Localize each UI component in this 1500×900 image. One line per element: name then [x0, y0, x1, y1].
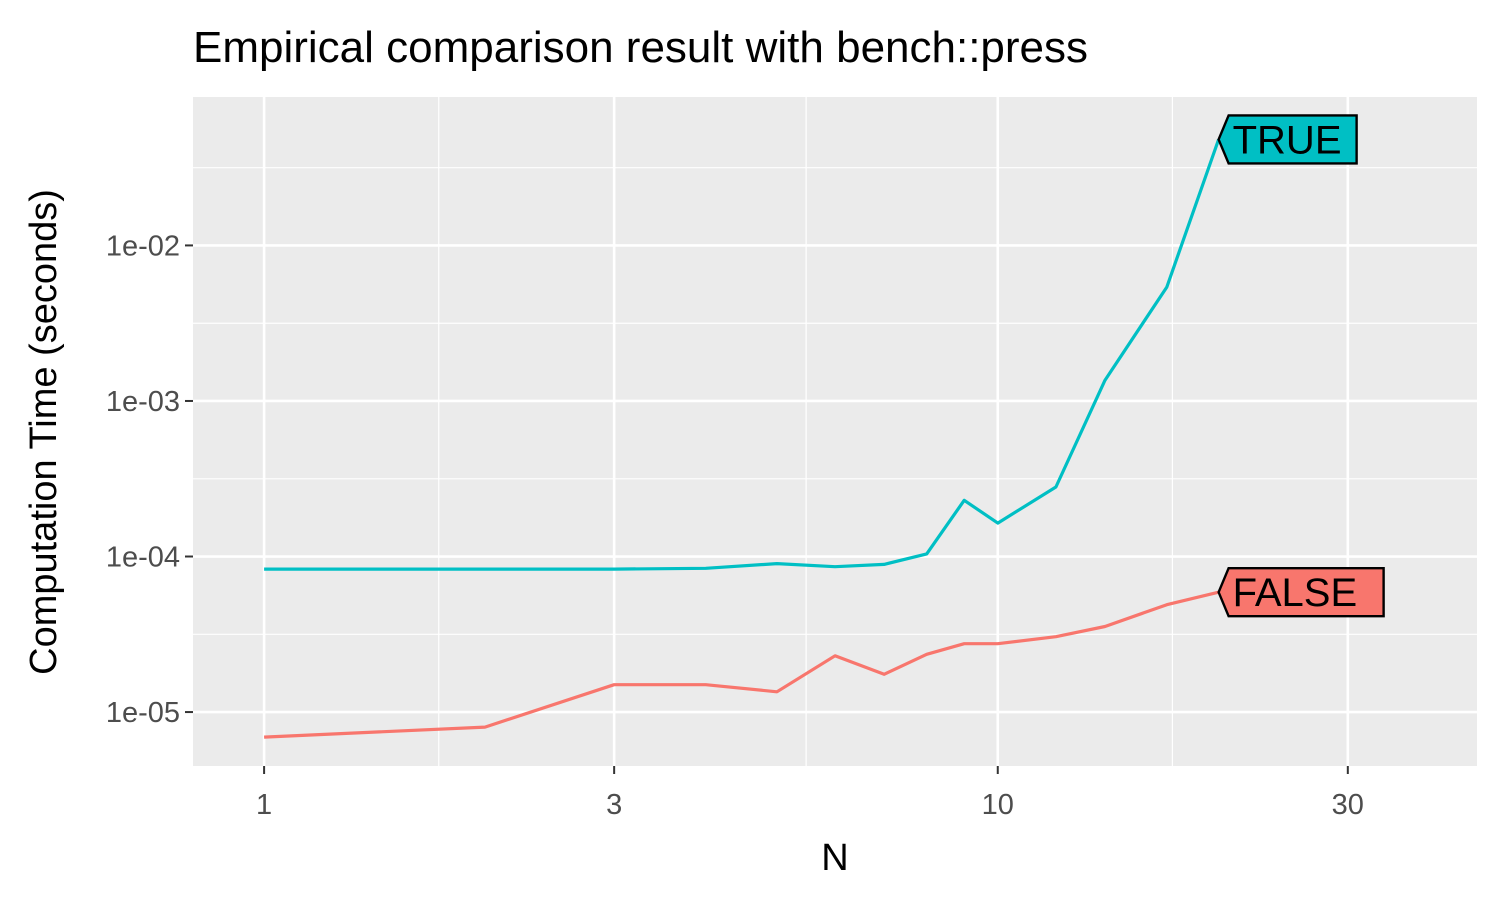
x-tick-label: 10 — [982, 789, 1014, 821]
end-labels: TRUE FALSE — [1217, 114, 1385, 618]
end-label-true: TRUE — [1217, 114, 1358, 165]
y-tick-label: 1e-02 — [106, 230, 180, 262]
x-tick-label: 3 — [606, 789, 622, 821]
end-label-text: TRUE — [1233, 118, 1342, 162]
series-line-false — [264, 590, 1219, 739]
grid-major — [193, 97, 1477, 766]
series-line-true — [264, 138, 1221, 571]
plot-panel — [193, 97, 1477, 766]
x-tick-label: 1 — [256, 789, 272, 821]
x-tick-label: 30 — [1332, 789, 1364, 821]
end-label-box — [1217, 114, 1358, 165]
end-label-false: FALSE — [1217, 566, 1385, 618]
x-axis-title: N — [821, 837, 848, 879]
chart-title: Empirical comparison result with bench::… — [193, 23, 1088, 72]
grid-minor — [193, 97, 1477, 766]
end-label-text: FALSE — [1233, 571, 1358, 615]
y-tick-label: 1e-04 — [106, 542, 180, 574]
y-tick-label: 1e-03 — [106, 386, 180, 418]
y-tick-label: 1e-05 — [106, 697, 180, 729]
series-lines — [264, 138, 1221, 739]
y-axis-title: Computation Time (seconds) — [23, 189, 65, 675]
x-axis: 1 3 10 30 — [256, 766, 1364, 821]
end-label-box — [1217, 566, 1385, 618]
y-axis: 1e-05 1e-04 1e-03 1e-02 — [106, 230, 193, 729]
